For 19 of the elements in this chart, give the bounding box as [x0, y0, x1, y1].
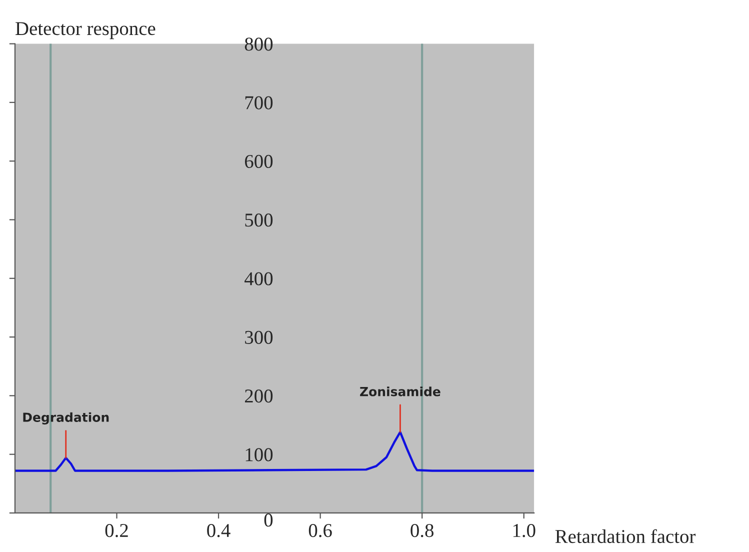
annotation: Zonisamide: [360, 386, 440, 396]
y-tick-label: 300: [245, 330, 273, 344]
y-tick-label: 200: [245, 389, 273, 403]
x-axis-title: Retardation factor: [555, 529, 696, 544]
x-tick-label: 0.2: [105, 524, 128, 538]
x-tick-label: 0.4: [207, 524, 230, 538]
y-tick-label: 800: [244, 38, 273, 51]
line-series: [14, 430, 534, 472]
y-tick-label: 400: [244, 272, 273, 286]
x-tick-label: 1.0: [513, 524, 536, 538]
y-tick-label: 0: [264, 514, 273, 527]
annotation: Degradation: [23, 412, 109, 425]
y-tick-label: 100: [246, 448, 273, 462]
y-tick-label: 700: [245, 96, 273, 110]
y-tick-label: 600: [244, 154, 273, 168]
y-tick-label: 500: [245, 214, 273, 227]
y-axis-title: Detector responce: [16, 22, 156, 40]
x-tick-label: 0.8: [410, 524, 434, 538]
x-tick-label: 0.6: [308, 524, 332, 538]
